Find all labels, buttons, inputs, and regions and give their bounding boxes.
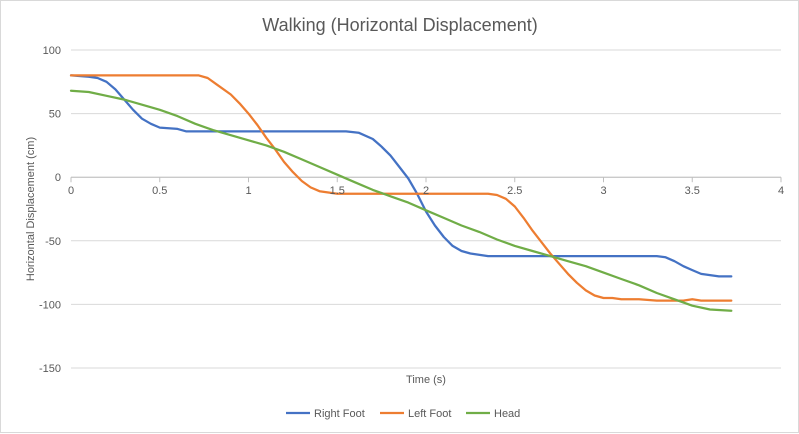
- x-tick-label: 1: [245, 185, 251, 197]
- y-tick-label: 100: [43, 45, 61, 57]
- chart-title: Walking (Horizontal Displacement): [262, 15, 537, 35]
- legend: Right Foot Left Foot Head: [286, 408, 520, 420]
- x-tick-label: 0: [68, 185, 74, 197]
- x-tick-label: 3: [600, 185, 606, 197]
- x-tick-label: 0.5: [152, 185, 167, 197]
- y-tick-label: 0: [55, 172, 61, 184]
- series-line-head: [69, 89, 733, 312]
- x-axis-title: Time (s): [406, 374, 446, 386]
- legend-label-right-foot: Right Foot: [314, 408, 365, 420]
- x-tick-label: 2: [423, 185, 429, 197]
- y-tick-label: -100: [39, 299, 61, 311]
- x-tick-label: 1.5: [330, 185, 345, 197]
- x-tick-label: 4: [778, 185, 784, 197]
- series-lines: [69, 74, 733, 312]
- x-tick-label: 3.5: [685, 185, 700, 197]
- legend-label-left-foot: Left Foot: [408, 408, 451, 420]
- tick-labels: 100 50 0 -50 -100 -150 0 0.5 1 1.5 2 2.5 3 3.5 4: [39, 45, 784, 375]
- y-axis-title: Horizontal Displacement (cm): [25, 137, 37, 281]
- legend-label-head: Head: [494, 408, 520, 420]
- gridlines: [70, 49, 782, 369]
- series-line-right-foot: [69, 74, 733, 278]
- series-line-left-foot: [69, 74, 733, 302]
- y-tick-label: -150: [39, 363, 61, 375]
- y-tick-label: -50: [45, 236, 61, 248]
- x-tick-label: 2.5: [507, 185, 522, 197]
- y-tick-label: 50: [49, 109, 61, 121]
